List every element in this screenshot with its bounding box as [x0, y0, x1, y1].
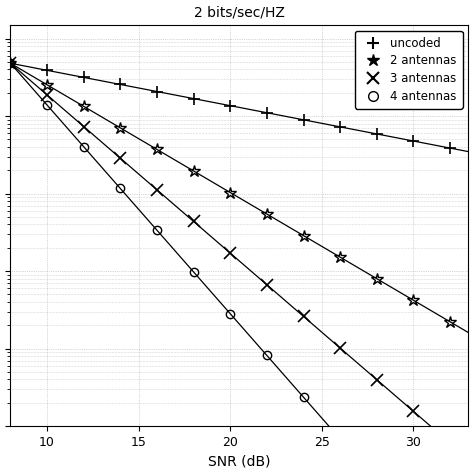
X-axis label: SNR (dB): SNR (dB) [208, 455, 271, 468]
Legend: uncoded, 2 antennas, 3 antennas, 4 antennas: uncoded, 2 antennas, 3 antennas, 4 anten… [355, 31, 463, 109]
Title: 2 bits/sec/HZ: 2 bits/sec/HZ [194, 6, 285, 19]
